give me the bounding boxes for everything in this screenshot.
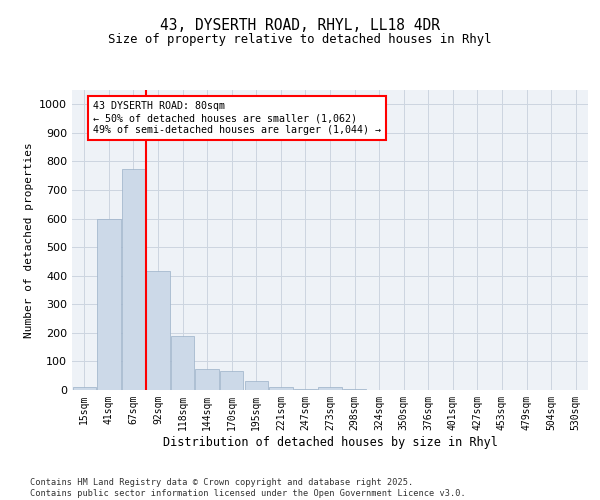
Bar	[245, 382, 268, 390]
Bar	[146, 272, 170, 390]
Bar	[196, 368, 219, 390]
Bar	[220, 372, 244, 390]
Bar	[97, 218, 121, 390]
Bar	[122, 168, 145, 390]
Text: Contains HM Land Registry data © Crown copyright and database right 2025.
Contai: Contains HM Land Registry data © Crown c…	[30, 478, 466, 498]
Text: 43, DYSERTH ROAD, RHYL, LL18 4DR: 43, DYSERTH ROAD, RHYL, LL18 4DR	[160, 18, 440, 32]
X-axis label: Distribution of detached houses by size in Rhyl: Distribution of detached houses by size …	[163, 436, 497, 448]
Bar	[73, 387, 96, 390]
Bar	[343, 388, 366, 390]
Bar	[294, 388, 317, 390]
Bar	[269, 386, 293, 390]
Bar	[319, 386, 341, 390]
Text: 43 DYSERTH ROAD: 80sqm
← 50% of detached houses are smaller (1,062)
49% of semi-: 43 DYSERTH ROAD: 80sqm ← 50% of detached…	[93, 102, 381, 134]
Bar	[171, 336, 194, 390]
Y-axis label: Number of detached properties: Number of detached properties	[23, 142, 34, 338]
Text: Size of property relative to detached houses in Rhyl: Size of property relative to detached ho…	[108, 32, 492, 46]
